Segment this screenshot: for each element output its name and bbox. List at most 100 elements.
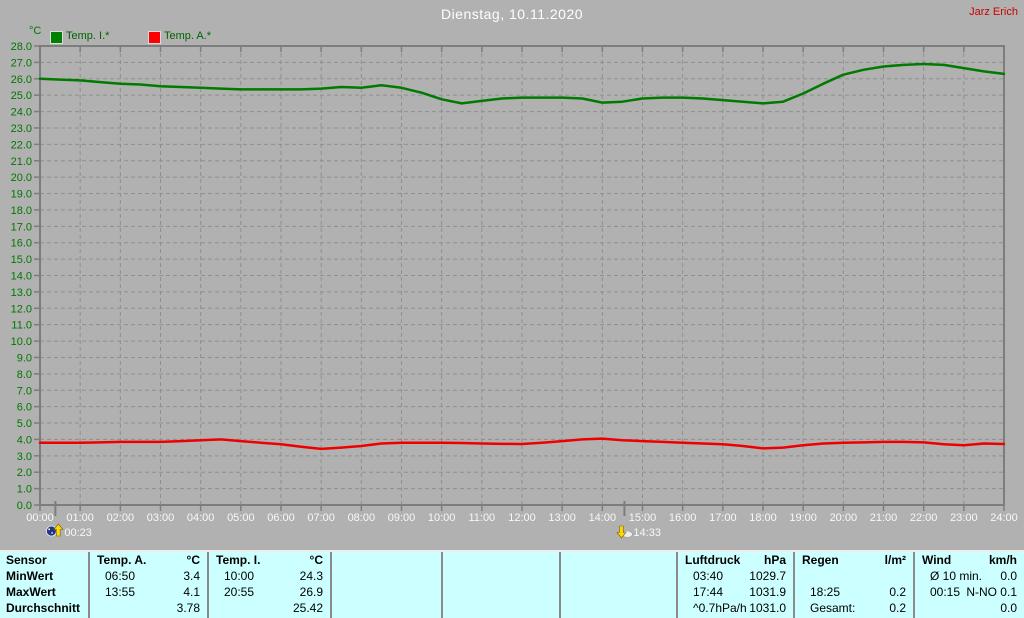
stats-value-cell: 3.78	[90, 600, 207, 616]
x-axis-label: 08:00	[348, 512, 376, 524]
cell-left	[339, 584, 347, 600]
cell-left: Gesamt:	[810, 601, 856, 615]
y-axis-label: 4.0	[17, 434, 32, 446]
x-axis-label: 17:00	[709, 512, 737, 524]
y-axis-label: 24.0	[11, 107, 32, 119]
cell-left: Regen	[802, 553, 839, 567]
stats-header-cell: Luftdruck hPa	[678, 552, 793, 568]
cell-right: hPa	[763, 553, 786, 567]
stats-header-cell	[443, 552, 559, 568]
stats-value-cell: 0.0	[915, 600, 1024, 616]
cell-left: 10:00	[224, 569, 255, 583]
y-axis-label: 3.0	[17, 451, 32, 463]
y-axis-label: 6.0	[17, 402, 32, 414]
cell-right: 25.42	[292, 601, 323, 615]
x-axis-label: 13:00	[548, 512, 576, 524]
stats-value-cell	[795, 568, 913, 584]
series-line-temp-i	[38, 62, 1006, 105]
stats-header-cell: Temp. A. °C	[90, 552, 207, 568]
x-axis-label: 07:00	[307, 512, 335, 524]
stats-header-cell: Regen l/m²	[795, 552, 913, 568]
cell-right: °C	[186, 553, 200, 567]
cell-left: 03:40	[693, 569, 724, 583]
row-label-minwert: MinWert	[6, 569, 54, 583]
x-axis-label: 00:00	[26, 512, 54, 524]
x-axis-label: 21:00	[870, 512, 898, 524]
stats-value-cell: Gesamt: 0.2	[795, 600, 913, 616]
cell-right: 1029.7	[749, 569, 786, 583]
cell-right: °C	[309, 553, 323, 567]
stats-value-cell: 10:00 24.3	[209, 568, 330, 584]
x-axis-label: 22:00	[910, 512, 938, 524]
x-axis-label: 02:00	[107, 512, 135, 524]
x-axis-label: 23:00	[950, 512, 978, 524]
legend-swatch-temp-a	[148, 31, 161, 44]
cell-left: 00:15	[930, 585, 961, 599]
x-axis-label: 04:00	[187, 512, 215, 524]
stats-header-cell	[561, 552, 676, 568]
x-axis-label: 05:00	[227, 512, 255, 524]
y-axis-label: 12.0	[11, 303, 32, 315]
stats-col-wind: Wind km/h Ø 10 min. 0.0 00:15 N-NO 0.1 0.0	[913, 552, 1024, 618]
y-axis-label: 2.0	[17, 467, 32, 479]
stats-header-cell: Wind km/h	[915, 552, 1024, 568]
series-line-temp-a	[38, 437, 1006, 451]
x-axis-label: 20:00	[830, 512, 858, 524]
row-label-sensor: Sensor	[6, 553, 47, 567]
y-axis-label: 7.0	[17, 385, 32, 397]
moonset-icon	[616, 525, 633, 539]
stats-value-cell: 17:44 1031.9	[678, 584, 793, 600]
cell-left	[339, 568, 347, 584]
marker-time-label: 00:23	[64, 527, 92, 539]
cell-left	[568, 568, 576, 584]
y-axis-label: 20.0	[11, 172, 32, 184]
y-axis-label: 21.0	[11, 156, 32, 168]
stats-value-cell: 06:50 3.4	[90, 568, 207, 584]
cell-right: 3.78	[176, 601, 200, 615]
stats-value-cell	[332, 600, 441, 616]
x-axis-label: 16:00	[669, 512, 697, 524]
x-axis-label: 18:00	[749, 512, 777, 524]
stats-header-cell	[332, 552, 441, 568]
cell-left	[450, 568, 458, 584]
stats-header-cell: Temp. I. °C	[209, 552, 330, 568]
stats-col-empty	[441, 552, 559, 618]
cell-left	[802, 568, 810, 584]
stats-value-cell	[443, 584, 559, 600]
stats-value-cell: 00:15 N-NO 0.1	[915, 584, 1024, 600]
y-axis-label: 25.0	[11, 90, 32, 102]
stats-value-cell	[443, 568, 559, 584]
cell-right: 24.3	[299, 569, 323, 583]
y-axis-label: 1.0	[17, 484, 32, 496]
x-axis-label: 15:00	[629, 512, 657, 524]
cell-right: 0.2	[889, 585, 906, 599]
x-axis-label: 06:00	[267, 512, 295, 524]
legend-label-temp-i: Temp. I.*	[66, 30, 110, 42]
y-axis-label: 11.0	[11, 320, 32, 332]
x-axis-label: 14:00	[589, 512, 617, 524]
cell-right: 1031.9	[749, 585, 786, 599]
cell-left: ^0.7hPa/h	[693, 601, 747, 615]
stats-col-luftdruck: Luftdruck hPa 03:40 1029.7 17:44 1031.9 ^0.7hP…	[676, 552, 793, 618]
stats-col-sensor: Sensor MinWert MaxWert Durchschnitt	[0, 552, 88, 618]
cell-left	[339, 600, 347, 616]
cell-left: 17:44	[693, 585, 724, 599]
stats-col-empty	[559, 552, 676, 618]
cell-left: Wind	[922, 553, 952, 567]
stats-value-cell	[561, 600, 676, 616]
user-name: Jarz Erich	[969, 6, 1018, 18]
x-axis-label: 10:00	[428, 512, 456, 524]
y-axis-label: 5.0	[17, 418, 32, 430]
cell-left: Temp. I.	[216, 553, 261, 567]
y-axis-label: 18.0	[11, 205, 32, 217]
x-axis-label: 19:00	[789, 512, 817, 524]
moonrise-icon	[45, 523, 64, 537]
x-axis-label: 12:00	[508, 512, 536, 524]
cell-left	[568, 600, 576, 616]
cell-right: 0.2	[889, 601, 906, 615]
x-axis-label: 03:00	[147, 512, 175, 524]
cell-left	[450, 600, 458, 616]
y-axis-label: 16.0	[11, 238, 32, 250]
x-axis-label: 24:00	[990, 512, 1018, 524]
